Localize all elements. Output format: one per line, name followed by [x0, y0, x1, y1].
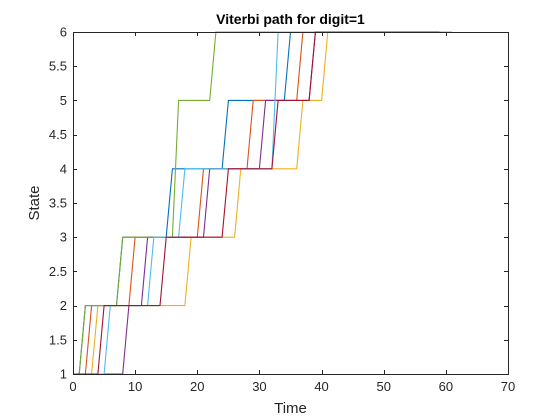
y-tick-label: 4 [60, 161, 67, 176]
series-line-5 [73, 31, 322, 375]
plot-area [73, 32, 508, 374]
y-tick-label: 5.5 [49, 59, 67, 74]
chart-title: Viterbi path for digit=1 [216, 11, 365, 27]
series-line-2 [73, 31, 434, 375]
y-tick-label: 2.5 [49, 264, 67, 279]
y-tick-label: 2 [60, 298, 67, 313]
x-tick-label: 20 [190, 379, 204, 394]
y-tick-label: 4.5 [49, 127, 67, 142]
y-tick-label: 1 [60, 367, 67, 382]
y-axis-label: State [26, 185, 43, 220]
y-axis-ticks: 1 1.5 2 2.5 3 3.5 4 4.5 5 5.5 6 [49, 25, 508, 382]
y-tick-label: 1.5 [49, 332, 67, 347]
y-tick-label: 3.5 [49, 196, 67, 211]
x-tick-label: 70 [501, 379, 515, 394]
x-tick-label: 40 [314, 379, 328, 394]
x-tick-label: 50 [376, 379, 390, 394]
y-tick-label: 3 [60, 230, 67, 245]
axes-frame [73, 32, 509, 375]
x-tick-label: 0 [69, 379, 76, 394]
series-line-3 [73, 31, 453, 375]
x-axis-label: Time [274, 400, 307, 417]
x-tick-label: 30 [252, 379, 266, 394]
y-tick-label: 6 [60, 25, 67, 40]
y-tick-label: 5 [60, 93, 67, 108]
x-tick-label: 60 [439, 379, 453, 394]
series-line-7 [73, 31, 440, 375]
x-axis-ticks: 0 10 20 30 40 50 60 70 [69, 32, 515, 394]
series-layer [73, 31, 453, 375]
x-tick-label: 10 [128, 379, 142, 394]
